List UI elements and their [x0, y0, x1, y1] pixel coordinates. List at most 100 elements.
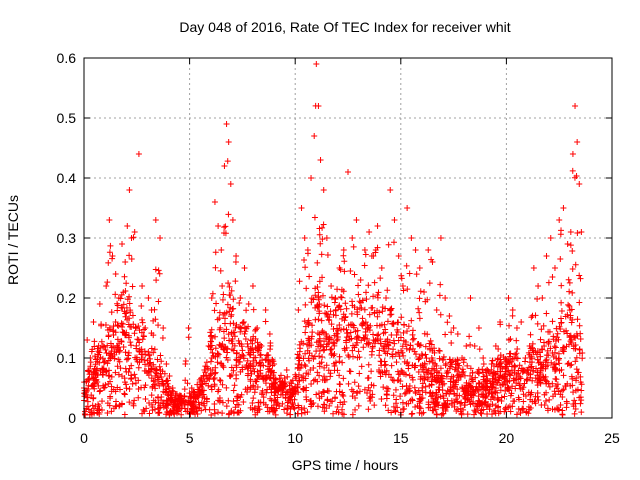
data-point [494, 389, 501, 396]
data-point [399, 369, 406, 376]
data-point [219, 399, 226, 406]
data-point [416, 391, 423, 398]
data-point [530, 265, 537, 271]
data-point [333, 388, 340, 395]
data-point [374, 336, 381, 343]
data-point [559, 411, 566, 418]
data-point [208, 383, 215, 390]
data-point [514, 346, 521, 353]
data-point [422, 343, 429, 350]
data-point [159, 400, 166, 407]
data-point [535, 283, 542, 289]
data-point [384, 287, 391, 294]
data-point [440, 402, 447, 409]
data-point [148, 330, 155, 337]
data-point [520, 398, 527, 405]
data-point [448, 340, 455, 347]
data-point [495, 355, 502, 362]
data-point [512, 351, 519, 358]
data-point [315, 316, 322, 323]
data-point [114, 336, 121, 343]
data-point [454, 331, 461, 337]
data-point [151, 346, 158, 353]
data-point [172, 398, 179, 405]
data-point [148, 392, 155, 399]
data-point [228, 364, 235, 371]
data-point [505, 404, 512, 411]
data-point [224, 301, 231, 308]
data-point [107, 378, 114, 385]
data-point [459, 366, 466, 373]
data-point [495, 396, 502, 403]
data-point [159, 334, 166, 341]
data-point [422, 351, 429, 358]
data-point [433, 307, 440, 313]
data-point [136, 346, 143, 353]
data-point [314, 369, 321, 376]
data-point [302, 301, 309, 308]
data-point [534, 382, 541, 389]
data-point [572, 103, 579, 109]
data-point [500, 353, 507, 360]
data-point [197, 379, 204, 385]
data-point [451, 383, 458, 390]
data-point [374, 313, 381, 320]
data-point [162, 389, 169, 396]
data-point [534, 356, 541, 363]
data-point [246, 351, 253, 358]
data-point [218, 360, 225, 367]
data-point [335, 409, 342, 416]
data-point [423, 355, 430, 362]
data-point [336, 265, 343, 271]
data-point [135, 394, 142, 401]
data-point [378, 362, 385, 369]
data-point [546, 383, 553, 390]
data-point [467, 295, 474, 301]
data-point [569, 375, 576, 382]
data-point [174, 402, 181, 409]
data-point [362, 251, 369, 258]
data-point [114, 322, 121, 329]
data-point [464, 411, 471, 418]
data-point [383, 385, 390, 392]
data-point [573, 377, 580, 384]
data-point [392, 408, 399, 415]
data-point [535, 397, 542, 404]
data-point [263, 389, 270, 396]
data-point [140, 406, 147, 413]
data-point [341, 258, 348, 265]
data-point [211, 370, 218, 377]
data-point [211, 381, 218, 388]
data-point [480, 355, 487, 361]
data-point [415, 356, 422, 363]
data-point [88, 348, 95, 355]
data-point [578, 387, 585, 394]
data-point [139, 316, 146, 323]
data-point [124, 223, 131, 229]
data-point [98, 338, 105, 345]
data-point [111, 351, 118, 358]
data-point [416, 355, 423, 362]
data-point [221, 335, 228, 342]
data-point [244, 357, 251, 364]
data-point [133, 345, 140, 352]
data-point [304, 319, 311, 326]
data-point [436, 355, 443, 362]
data-point [316, 225, 323, 232]
data-point [487, 380, 494, 387]
data-point [188, 385, 195, 391]
data-point [98, 406, 105, 413]
data-point [289, 385, 296, 392]
data-point [328, 336, 335, 343]
data-point [417, 376, 424, 383]
data-point [151, 365, 158, 372]
data-point [392, 386, 399, 393]
data-point [319, 236, 326, 243]
data-point [374, 294, 381, 301]
data-point [106, 372, 113, 379]
data-point [483, 372, 490, 379]
data-point [150, 349, 157, 356]
data-point [340, 311, 347, 318]
data-point [405, 323, 412, 330]
